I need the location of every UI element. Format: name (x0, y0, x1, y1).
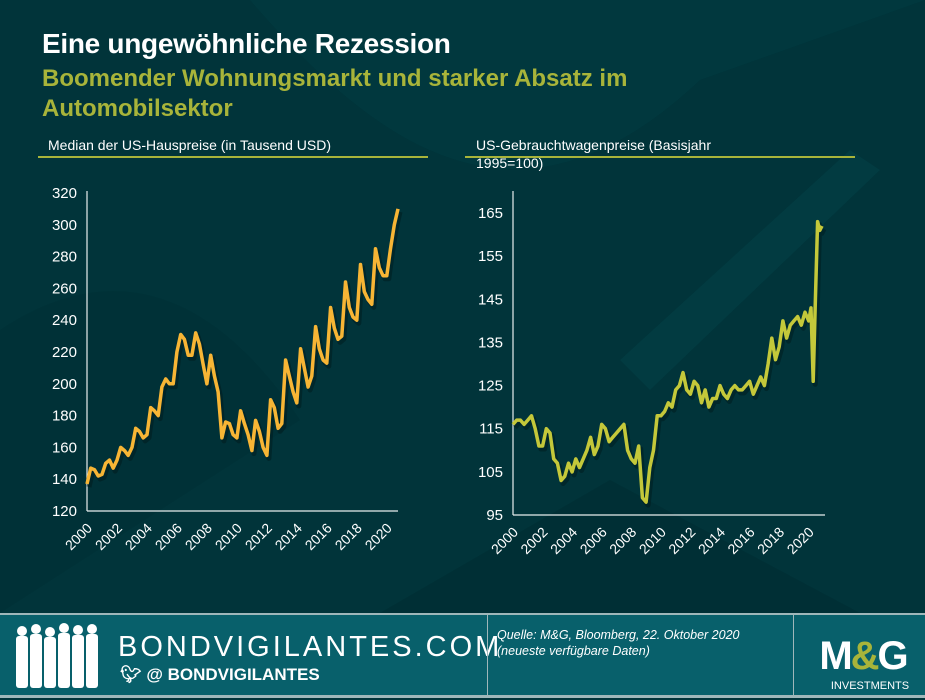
used-car-price-chart: 9510511512513514515516520002002200420062… (0, 0, 925, 613)
mg-logo: M&G INVESTMENTS (808, 623, 918, 695)
source-note: Quelle: M&G, Bloomberg, 22. Oktober 2020… (497, 627, 740, 659)
car-x-tick-label: 2014 (695, 524, 728, 557)
car-y-tick-label: 155 (478, 248, 503, 265)
car-y-tick-label: 125 (478, 378, 503, 395)
footer: BONDVIGILANTES.COM 🐦︎ @ BONDVIGILANTES Q… (0, 613, 925, 698)
car-x-tick-label: 2016 (724, 524, 757, 557)
car-y-tick-label: 135 (478, 334, 503, 351)
footer-divider (487, 615, 488, 697)
car-x-tick-label: 2012 (665, 524, 698, 557)
car-y-tick-label: 165 (478, 205, 503, 222)
car-x-tick-label: 2006 (576, 524, 609, 557)
car-x-tick-label: 2018 (754, 524, 787, 557)
twitter-handle[interactable]: 🐦︎ @ BONDVIGILANTES (120, 665, 320, 685)
car-x-tick-label: 2002 (517, 524, 550, 557)
people-silhouette-icon (14, 623, 106, 691)
car-x-tick-label: 2000 (488, 524, 521, 557)
source-line-1: Quelle: M&G, Bloomberg, 22. Oktober 2020 (497, 627, 740, 643)
car-y-tick-label: 115 (479, 421, 503, 438)
car-x-tick-label: 2020 (784, 524, 817, 557)
site-link[interactable]: BONDVIGILANTES.COM (118, 631, 502, 664)
svg-text:M&G: M&G (819, 634, 906, 678)
footer-divider (793, 615, 794, 697)
car-x-tick-label: 2008 (606, 524, 639, 557)
car-x-tick-label: 2010 (636, 524, 669, 557)
twitter-handle-text: @ BONDVIGILANTES (146, 665, 319, 684)
car-line-shadow (515, 225, 824, 506)
car-x-tick-label: 2004 (547, 524, 580, 557)
twitter-icon: 🐦︎ (120, 665, 146, 684)
car-y-tick-label: 145 (478, 291, 503, 308)
logo-subtitle: INVESTMENTS (831, 680, 909, 692)
car-y-tick-label: 105 (478, 464, 503, 481)
car-y-tick-label: 95 (486, 507, 503, 524)
source-line-2: (neueste verfügbare Daten) (497, 643, 740, 659)
